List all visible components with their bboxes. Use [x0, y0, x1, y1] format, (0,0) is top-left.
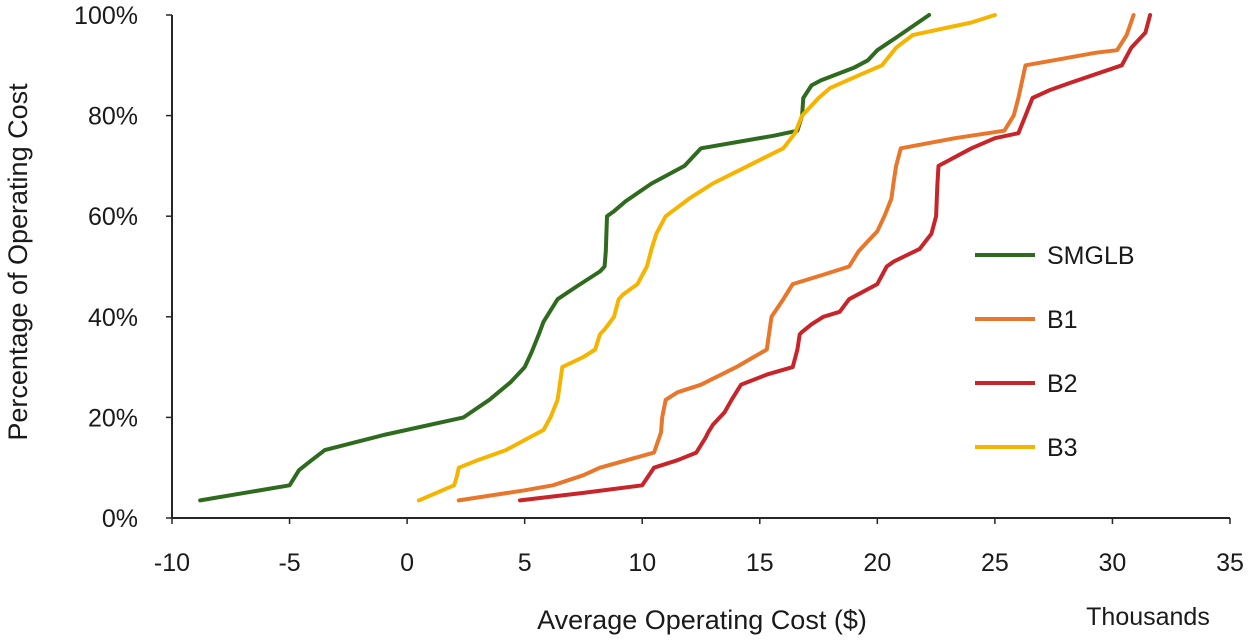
series-lines: [198, 13, 1153, 503]
x-tick-label: 10: [628, 549, 656, 577]
x-axis-title: Average Operating Cost ($): [537, 605, 867, 635]
y-axis-ticks: 0% 20% 40% 60% 80% 100%: [74, 2, 172, 533]
legend-label-b3: B3: [1047, 434, 1078, 462]
series-line-b2: [518, 13, 1153, 503]
legend: SMGLB B1 B2 B3: [975, 242, 1135, 462]
x-tick-label: 35: [1216, 549, 1244, 577]
x-tick-label: 15: [746, 549, 774, 577]
x-tick-label: -5: [278, 549, 300, 577]
y-tick-label: 80%: [88, 103, 138, 131]
y-tick-label: 20%: [88, 404, 138, 432]
x-tick-label: 30: [1099, 549, 1127, 577]
x-tick-label: 5: [518, 549, 532, 577]
series-line-b1: [456, 13, 1136, 503]
y-tick-label: 100%: [74, 2, 138, 30]
legend-label-b2: B2: [1047, 370, 1078, 398]
x-tick-label: 0: [400, 549, 414, 577]
x-tick-label: 20: [863, 549, 891, 577]
series-line-smglb: [198, 13, 932, 503]
series-line-b3: [416, 13, 997, 503]
plot-area: [171, 15, 1230, 519]
y-tick-label: 60%: [88, 203, 138, 231]
legend-label-smglb: SMGLB: [1047, 242, 1135, 270]
y-tick-label: 40%: [88, 304, 138, 332]
x-tick-label: 25: [981, 549, 1009, 577]
y-tick-label: 0%: [102, 505, 138, 533]
y-axis-title: Percentage of Operating Cost: [3, 83, 33, 441]
x-axis-ticks: -10 -5 0 5 10 15 20 25 30 35: [154, 518, 1244, 577]
legend-label-b1: B1: [1047, 306, 1078, 334]
x-tick-label: -10: [154, 549, 190, 577]
x-axis-units-label: Thousands: [1086, 603, 1210, 631]
